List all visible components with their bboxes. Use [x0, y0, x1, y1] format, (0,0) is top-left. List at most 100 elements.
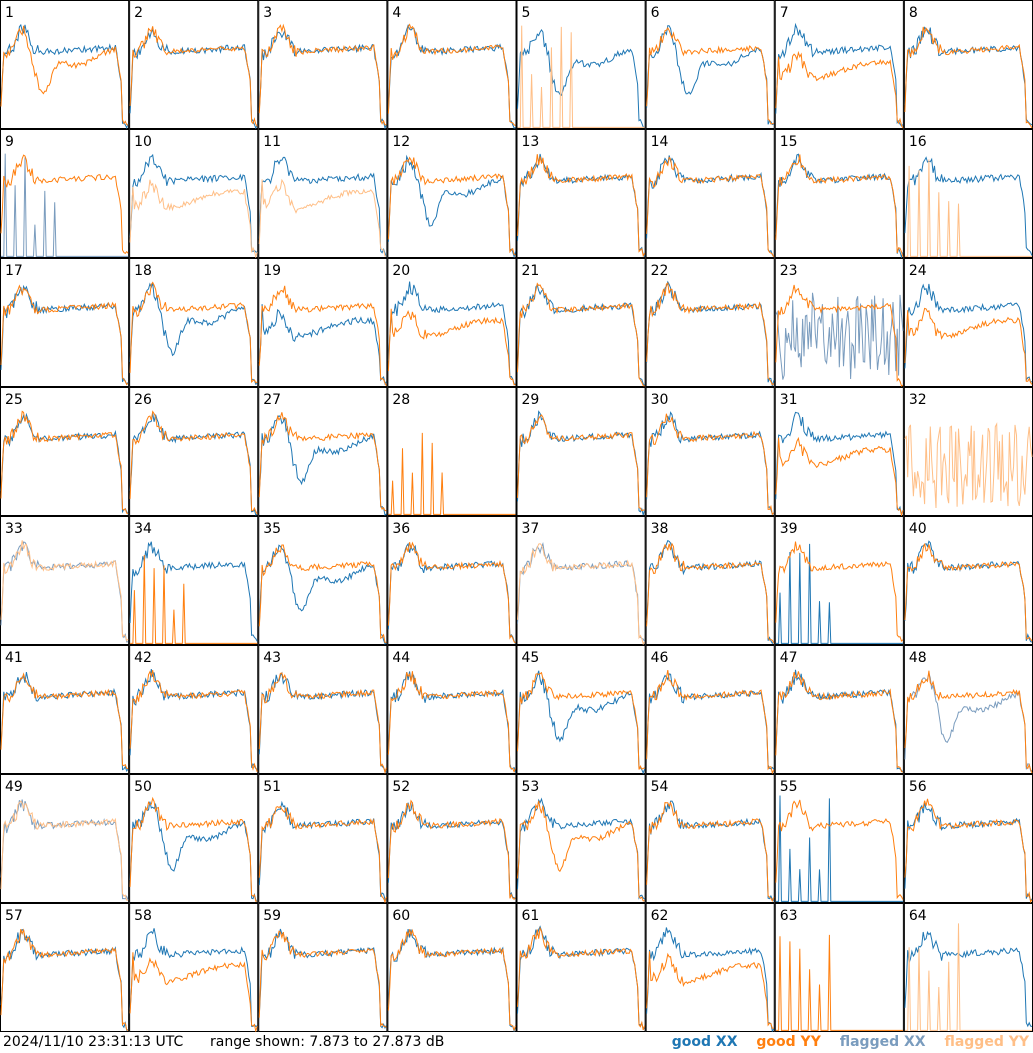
panel-label: 10 — [134, 134, 152, 150]
panel-frame — [129, 645, 259, 774]
panel-label: 33 — [5, 521, 23, 537]
series-xx — [129, 541, 258, 642]
panel-frame — [0, 645, 130, 774]
series-yy — [517, 414, 645, 512]
panel-label: 60 — [392, 908, 410, 924]
panel-frame — [903, 258, 1033, 387]
series-xx — [387, 154, 516, 259]
panel-frame — [645, 903, 775, 1032]
panel-frame — [516, 387, 646, 516]
panel-frame — [903, 774, 1033, 903]
series-yy — [258, 544, 387, 643]
series-yy — [129, 669, 258, 773]
panel-frame — [774, 0, 904, 129]
panel-label: 41 — [5, 650, 23, 666]
panel-frame — [129, 129, 259, 258]
panel-label: 1 — [5, 5, 14, 21]
panel-frame — [387, 0, 517, 129]
series-yy — [387, 928, 516, 1032]
panel-label: 3 — [263, 5, 272, 21]
panel-frame — [645, 645, 775, 774]
series-yy — [775, 436, 904, 517]
series-yy — [775, 50, 904, 129]
series-yy — [0, 672, 129, 769]
series-xx — [0, 412, 129, 515]
panel-label: 57 — [5, 908, 23, 924]
panel-58: 58 — [129, 903, 259, 1032]
series-xx — [904, 156, 1033, 256]
panel-label: 25 — [5, 392, 23, 408]
panel-label: 11 — [263, 134, 281, 150]
panel-31: 31 — [774, 387, 904, 517]
series-yy — [646, 951, 774, 1029]
panel-frame — [774, 516, 904, 645]
series-yy — [517, 926, 646, 1031]
series-xx — [517, 410, 646, 516]
panel-label: 24 — [909, 263, 927, 279]
series-xx — [646, 673, 775, 770]
series-yy — [0, 410, 129, 515]
series-yy — [258, 285, 387, 386]
panel-48: 48 — [903, 645, 1033, 774]
series-yy — [904, 670, 1033, 774]
legend-good-yy: good YY — [756, 1034, 821, 1050]
panel-45: 45 — [516, 645, 646, 775]
series-yy — [646, 282, 775, 386]
panel-frame — [129, 0, 259, 129]
panel-38: 38 — [645, 516, 775, 645]
panel-26: 26 — [129, 387, 259, 516]
series-yy — [517, 25, 645, 128]
series-xx — [258, 671, 387, 773]
panel-62: 62 — [645, 903, 775, 1032]
panel-frame — [0, 0, 130, 129]
panel-13: 13 — [516, 129, 646, 258]
panel-54: 54 — [645, 774, 775, 903]
panel-frame — [645, 774, 775, 903]
series-xx — [517, 670, 646, 775]
series-yy — [258, 805, 387, 904]
series-xx — [129, 153, 258, 253]
panel-17: 17 — [0, 258, 130, 387]
series-yy — [646, 542, 775, 644]
panel-frame — [387, 774, 517, 903]
series-yy — [775, 284, 904, 387]
series-xx — [775, 795, 903, 902]
legend-flagged-yy: flagged YY — [944, 1034, 1029, 1050]
series-xx — [646, 280, 775, 387]
panel-frame — [0, 903, 130, 1032]
panel-44: 44 — [387, 645, 517, 774]
panel-label: 15 — [780, 134, 798, 150]
series-yy — [775, 154, 904, 257]
series-yy — [130, 554, 258, 644]
series-yy — [775, 671, 904, 773]
series-yy — [387, 308, 516, 386]
panel-label: 58 — [134, 908, 152, 924]
panel-frame — [0, 258, 130, 387]
panel-label: 61 — [522, 908, 540, 924]
timestamp: 2024/11/10 23:31:13 UTC — [3, 1034, 184, 1050]
panel-frame — [645, 129, 775, 258]
series-yy — [387, 799, 516, 901]
series-xx — [258, 544, 387, 645]
panel-frame — [516, 903, 646, 1032]
panel-39: 39 — [774, 516, 904, 645]
series-yy — [258, 672, 387, 775]
panel-label: 16 — [909, 134, 927, 150]
panel-label: 9 — [5, 134, 14, 150]
panel-32: 32 — [903, 387, 1033, 516]
series-yy — [129, 281, 258, 384]
panel-label: 22 — [651, 263, 669, 279]
panel-10: 10 — [129, 129, 259, 259]
panel-4: 4 — [387, 0, 517, 129]
panel-label: 39 — [780, 521, 798, 537]
series-yy — [904, 798, 1033, 904]
panel-frame — [0, 774, 130, 903]
panel-frame — [774, 387, 904, 516]
footer: 2024/11/10 23:31:13 UTC range shown: 7.8… — [0, 1032, 1033, 1053]
panel-label: 59 — [263, 908, 281, 924]
panel-24: 24 — [903, 258, 1033, 387]
panel-29: 29 — [516, 387, 646, 516]
panel-frame — [387, 387, 517, 516]
panel-frame — [129, 903, 259, 1032]
